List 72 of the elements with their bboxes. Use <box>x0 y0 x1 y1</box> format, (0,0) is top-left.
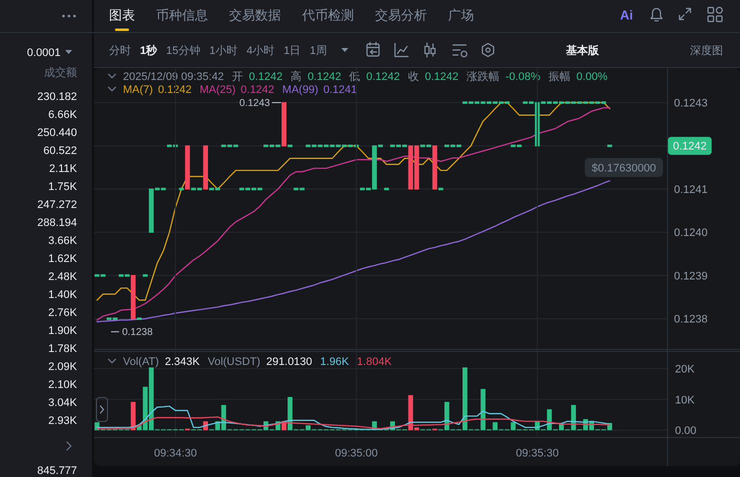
x-tick-label: 09:34:30 <box>154 447 197 460</box>
annotation: 1.96K <box>320 356 350 368</box>
annotation: 0.1242 <box>240 84 274 96</box>
text: 845.777 <box>37 464 77 477</box>
text: 基本版 <box>565 44 600 57</box>
text: 图表 <box>109 8 135 23</box>
annotation: 291.0130 <box>266 356 312 368</box>
text: 1.75K <box>48 180 78 193</box>
annotation: 涨跌幅 -0.08% <box>466 70 541 83</box>
text: 0.0001 <box>27 46 61 59</box>
annotation: Vol(AT) <box>123 356 159 368</box>
text: 2.11K <box>49 162 78 175</box>
text: 15分钟 <box>166 44 200 57</box>
y-tick-label: 0.00 <box>675 425 696 438</box>
text: 1日 <box>284 44 301 57</box>
text: 247.272 <box>37 198 77 211</box>
annotation: 高 0.1242 <box>290 70 342 83</box>
text: 230.182 <box>37 90 77 103</box>
text: 4小时 <box>246 44 275 57</box>
text: 2.09K <box>48 360 78 373</box>
text: 3.66K <box>48 234 78 247</box>
x-tick-label: 09:35:00 <box>334 447 378 460</box>
text: 2.76K <box>48 306 78 319</box>
x-tick-label: 09:35:30 <box>516 447 559 460</box>
text: MA(25) <box>200 84 236 96</box>
text: 3.04K <box>48 396 78 409</box>
annotation: $0.17630000 <box>592 162 656 174</box>
text: 代币检测 <box>301 8 354 23</box>
annotation: Vol(USDT) <box>208 356 260 368</box>
annotation: 开 0.1242 <box>232 70 283 83</box>
text: 2.10K <box>48 378 78 391</box>
text: 2.93K <box>48 414 78 427</box>
annotation: 0.1238 <box>122 327 154 338</box>
annotation: 2.343K <box>164 356 200 368</box>
y-tick-label: 0.1239 <box>674 270 708 282</box>
text: 币种信息 <box>156 8 208 23</box>
text: 交易分析 <box>375 8 427 23</box>
text: 深度图 <box>690 44 723 57</box>
text: 1周 <box>310 44 327 57</box>
text: 成交额 <box>44 66 77 79</box>
y-tick-label: 20K <box>675 363 696 376</box>
text: MA(99) <box>282 84 318 96</box>
text: 分时 <box>109 44 131 57</box>
tooltip: $0.17630000 <box>584 158 663 177</box>
annotation: 0.1241 <box>323 84 358 96</box>
annotation: 振幅 0.00% <box>548 70 608 83</box>
text: 交易数据 <box>229 8 281 23</box>
y-tick-label: 0.1238 <box>674 314 708 326</box>
text: 1秒 <box>140 44 158 57</box>
annotation: 2025/12/09 09:35:42 <box>123 70 224 83</box>
text: 1.40K <box>48 288 78 301</box>
y-tick-label: 10K <box>675 394 696 406</box>
y-tick-label: 0.1241 <box>674 184 708 196</box>
text: Ai <box>620 8 633 23</box>
text: 6.66K <box>48 108 78 121</box>
y-tick-label: 0.1242 <box>672 140 707 153</box>
y-tick-label: 0.1240 <box>674 227 708 240</box>
text: 2.48K <box>48 270 78 283</box>
text: MA(7) <box>123 84 153 96</box>
y-tick-label: 0.1243 <box>674 97 708 110</box>
annotation: 0.1243 <box>239 98 270 110</box>
text: 1.90K <box>48 324 78 337</box>
text: 250.440 <box>37 126 77 139</box>
text: 1.78K <box>48 342 78 355</box>
text: 1小时 <box>209 44 238 57</box>
annotation: 0.1242 <box>158 84 192 96</box>
text: 1.62K <box>48 252 78 265</box>
annotation: 1.804K <box>356 356 392 368</box>
text: 广场 <box>448 8 474 23</box>
annotation: 收 0.1242 <box>408 70 459 83</box>
text: 60.522 <box>43 144 77 157</box>
text: 288.194 <box>37 216 77 229</box>
